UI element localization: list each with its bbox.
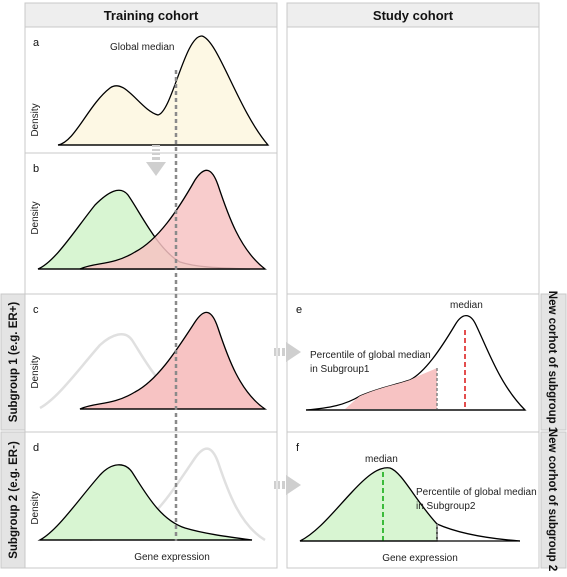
- panel-e-frame: [286, 293, 540, 433]
- header-training-bg: [24, 2, 278, 28]
- right-arrow-icon-2: [274, 475, 301, 495]
- study-empty-frame: [286, 26, 540, 295]
- header-study: Study cohort: [373, 8, 454, 23]
- header-training: Training cohort: [104, 8, 199, 23]
- panel-e-median-label: median: [450, 300, 483, 311]
- panel-e-percentile-label-1: Percentile of global median: [310, 350, 431, 361]
- panel-f-percentile-label-1: Percentile of global median: [416, 487, 537, 498]
- panel-d-green-curve: [37, 464, 253, 541]
- side-bar-left-1: [0, 293, 26, 431]
- panel-f-green-fill: [299, 467, 438, 542]
- panel-a-global-curve: [57, 35, 270, 146]
- panel-b-red-curve: [79, 169, 267, 270]
- panel-a-global-median-label: Global median: [110, 42, 174, 53]
- panel-e-curve: [305, 314, 527, 411]
- panel-d-xlabel: Gene expression: [134, 552, 210, 563]
- side-label-left-subgroup1: Subgroup 1 (e.g. ER+): [8, 302, 20, 423]
- side-label-right-subgroup2: New corhot of subgroup 2: [546, 429, 558, 571]
- panel-b-ylabel: Density: [30, 201, 41, 234]
- panel-f-median-label: median: [365, 454, 398, 465]
- right-arrow-icon: [274, 342, 301, 362]
- panel-c-letter: c: [33, 304, 39, 316]
- panel-c-frame: [24, 293, 278, 433]
- panel-f-tail: [436, 523, 521, 542]
- panel-f-letter: f: [296, 442, 300, 454]
- panel-d-letter: d: [33, 442, 39, 454]
- side-label-right-subgroup1: New corhot of subgroup 1: [546, 291, 558, 434]
- panel-c-ylabel: Density: [30, 355, 41, 388]
- down-arrow-icon: [146, 145, 166, 176]
- header-study-bg: [286, 2, 540, 28]
- panel-e-letter: e: [296, 304, 302, 316]
- panel-b-frame: [24, 152, 278, 295]
- side-label-left-subgroup2: Subgroup 2 (e.g. ER-): [8, 441, 20, 559]
- panel-a-ylabel: Density: [30, 103, 41, 136]
- panel-d-ylabel: Density: [30, 491, 41, 524]
- panel-c-red-curve: [79, 311, 268, 410]
- panel-b-letter: b: [33, 163, 39, 175]
- panel-f-percentile-label-2: in Subgroup2: [416, 501, 476, 512]
- side-bar-right-2: [540, 431, 567, 569]
- side-bar-right-1: [540, 293, 567, 431]
- panel-e-percentile-label-2: in Subgroup1: [310, 364, 370, 375]
- panel-a-letter: a: [33, 37, 40, 49]
- panel-f-xlabel: Gene expression: [382, 553, 458, 564]
- panel-e-percentile-fill: [345, 368, 437, 409]
